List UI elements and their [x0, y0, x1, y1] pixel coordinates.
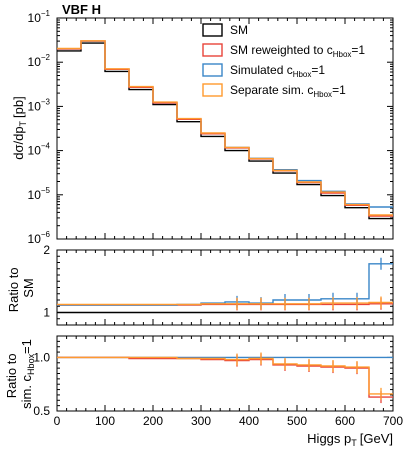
y-tick-label: 1 — [43, 306, 50, 320]
y-tick-label: 10−5 — [28, 186, 51, 202]
y-tick-label: 10−6 — [28, 230, 51, 246]
y-tick-label: 2 — [43, 243, 50, 257]
ratio-series-line — [57, 263, 393, 306]
main-series-line — [57, 40, 393, 217]
ratio-series-line — [57, 356, 393, 395]
legend-swatch — [202, 63, 223, 77]
y-tick-label: 10−4 — [28, 142, 51, 158]
x-axis-label: Higgs pT [GeV] — [307, 431, 393, 448]
main-series-line — [57, 40, 393, 208]
y-tick-label: 0.5 — [33, 404, 50, 418]
legend-swatch — [202, 43, 223, 57]
x-tick-label: 500 — [287, 414, 307, 428]
y-tick-label: 10−1 — [28, 9, 51, 25]
ratio-series-line — [57, 356, 393, 398]
x-tick-label: 600 — [335, 414, 355, 428]
axis-ticks: 0 100 200 300 400 500 600 70010−110−210−310−410… — [28, 9, 404, 428]
legend-entry-label: Simulated cHbox=1 — [230, 63, 325, 79]
series-lines — [57, 40, 393, 404]
ratio-sm-y-axis-label: Ratio to SM — [6, 264, 36, 312]
x-tick-label: 0 — [54, 414, 61, 428]
ratio-sm-panel-frame — [56, 249, 394, 326]
x-tick-label: 300 — [191, 414, 211, 428]
legend-swatch — [202, 83, 223, 97]
y-tick-label: 10−2 — [28, 53, 51, 69]
process-label: VBF H — [62, 2, 101, 17]
x-tick-label: 100 — [95, 414, 115, 428]
legend-swatch — [202, 23, 223, 37]
legend-entry-label: Separate sim. cHbox=1 — [230, 83, 346, 99]
y-tick-label: 1.0 — [33, 350, 50, 364]
legend: SM SM reweighted to cHbox=1 Simulated cHbo… — [202, 23, 365, 99]
x-tick-label: 200 — [143, 414, 163, 428]
main-y-axis-label: dσ/dpT[pb] — [11, 96, 28, 160]
legend-entry-label: SM — [230, 23, 248, 37]
x-tick-label: 700 — [383, 414, 403, 428]
ratio-sim-panel-frame — [56, 335, 394, 412]
legend-entry-label: SM reweighted to cHbox=1 — [230, 43, 365, 59]
y-tick-label: 10−3 — [28, 97, 51, 113]
main-panel-frame — [56, 17, 394, 240]
x-tick-label: 400 — [239, 414, 259, 428]
main-series-line — [57, 40, 393, 216]
ratio-sim-y-axis-label: Ratio to sim. cHbox=1 — [4, 339, 36, 409]
